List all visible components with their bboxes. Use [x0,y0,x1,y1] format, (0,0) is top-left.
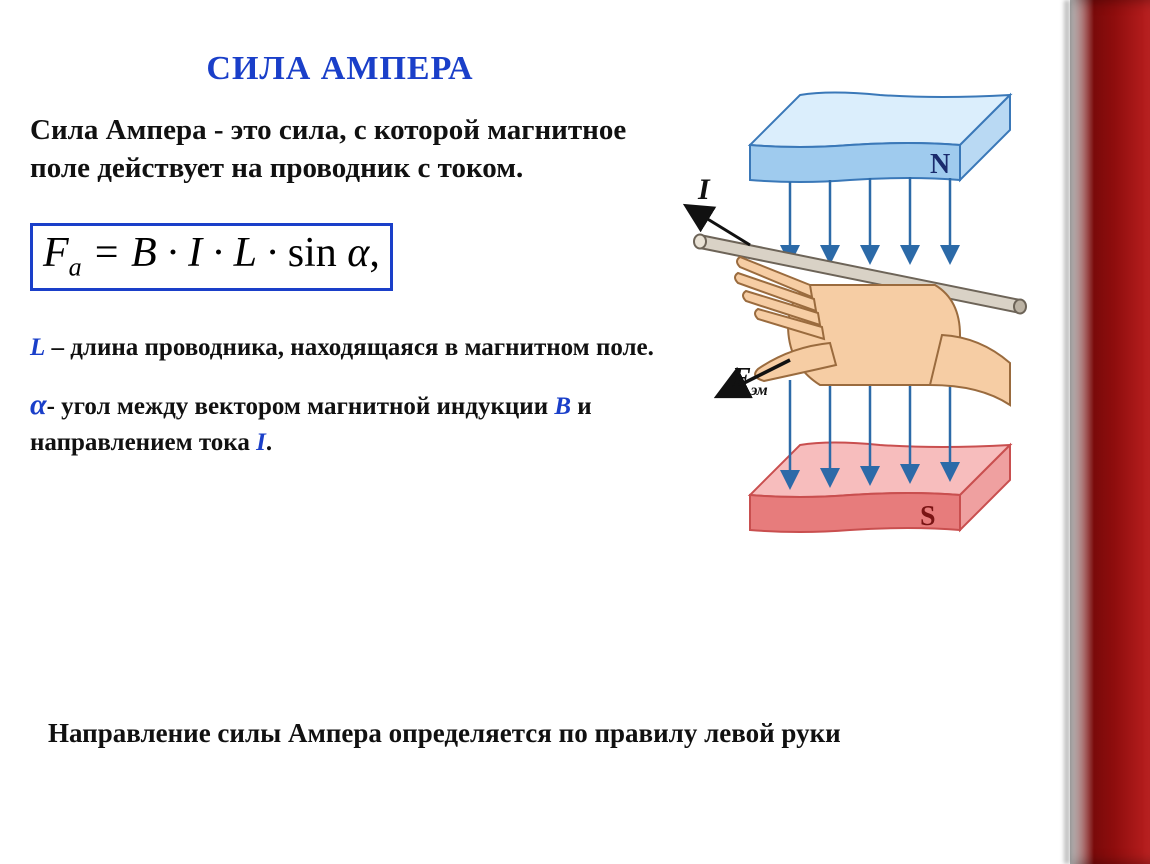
formula-func: sin [288,230,348,276]
legend-alpha-text-3: . [266,429,272,456]
slide-right-border [1070,0,1150,864]
ampere-force-diagram: N S [680,85,1050,565]
formula-eq: = [82,230,131,276]
legend-alpha-text-1: - угол между вектором магнитной индукции [47,393,555,420]
force-arrow: Fэм [720,360,790,399]
page-title: СИЛА АМПЕРА [30,50,650,88]
force-label-sub: эм [750,382,768,399]
definition-text: Сила Ампера - это сила, с которой магнит… [30,112,660,187]
content-area: СИЛА АМПЕРА Сила Ампера - это сила, с ко… [30,50,670,479]
legend-L: L – длина проводника, находящаяся в магн… [30,331,690,365]
current-label: I [697,173,711,206]
formula-lhs-sub: a [69,253,82,282]
legend-B-symbol: B [554,393,571,420]
legend-I-symbol: I [256,429,266,456]
legend-block: L – длина проводника, находящаяся в магн… [30,331,690,459]
south-label: S [920,501,936,532]
left-hand-rule-text: Направление силы Ампера определяется по … [48,715,928,751]
legend-alpha: α- угол между вектором магнитной индукци… [30,385,690,459]
formula-arg: α [347,230,369,276]
formula-lhs-var: F [43,230,69,276]
north-label: N [930,149,950,180]
formula-box: Fa = B · I · L · sin α, [30,223,393,291]
legend-alpha-symbol: α [30,388,47,421]
force-label-base: F [731,363,751,394]
legend-L-symbol: L [30,334,45,361]
north-pole-icon: N [750,93,1010,183]
formula-rhs: B · I · L · [131,230,288,276]
field-lines-top [790,177,950,260]
legend-L-text: – длина проводника, находящаяся в магнит… [45,334,654,361]
formula-tail: , [369,230,380,276]
